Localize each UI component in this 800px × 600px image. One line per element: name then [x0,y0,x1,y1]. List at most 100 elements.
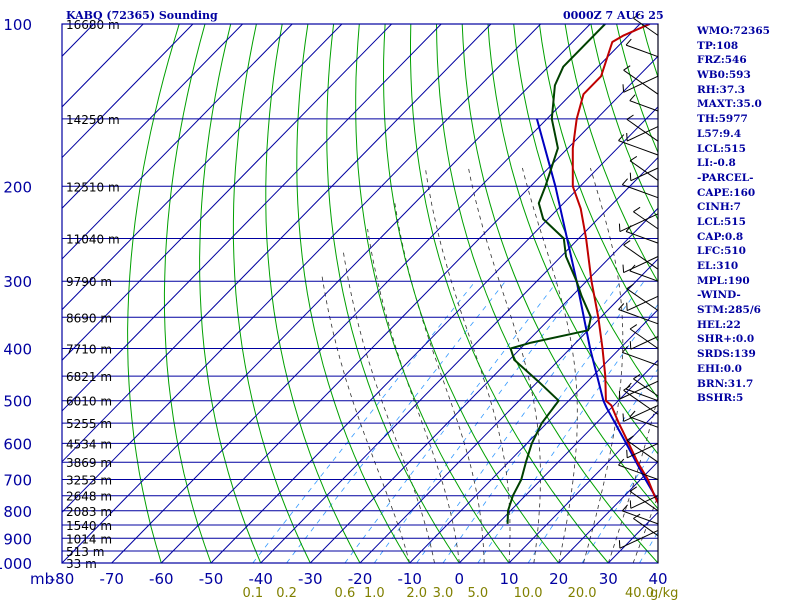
pressure-tick-label: 500 [3,393,32,411]
isotherm-line [260,156,658,563]
mixing-ratio-label: 5.0 [467,586,488,600]
temperature-tick-label: -60 [149,570,174,588]
wind-barb-shaft [629,270,659,282]
wind-barb-shaft [618,464,659,480]
wind-barb-flag [623,240,631,246]
mixing-ratio-label: 0.2 [276,586,297,600]
isotherm-line [160,55,658,563]
height-label: 2648 m [66,490,112,504]
pressure-tick-label: 900 [3,530,32,548]
height-label: 12510 m [66,180,120,194]
index-item: FRZ:546 [697,54,747,67]
wind-barb-flag [625,225,632,232]
isotherm-line [508,410,658,563]
wind-barb-flag [623,385,631,391]
wind-barb-shaft [622,351,659,366]
pressure-tick-label: 700 [3,472,32,490]
wind-barb-shaft [618,309,659,325]
wind-barb-flag [629,500,632,509]
wind-barb [629,324,659,349]
wind-barb-flag [626,114,634,120]
wind-barb-shaft [623,389,659,415]
pressure-tick-label: 1000 [0,555,32,573]
wind-barb-shaft [629,328,659,349]
wind-barb-flag [621,346,628,353]
wind-barb-shaft [623,69,659,95]
wind-barb [621,504,659,525]
indices-panel: WMO:72365 TP:108 FRZ:546 WB0:593 RH:37.3 MAXT… [697,24,800,406]
wind-barb [622,256,659,274]
mixing-ratio-label: 0.6 [335,586,356,600]
index-item: LI:-0.8 [697,157,736,170]
temperature-tick-label: -40 [248,570,273,588]
wind-barb [629,264,659,282]
isotherm-line [62,24,243,209]
wind-barb-flag [618,390,621,400]
wind-barb-shaft [625,231,659,244]
wind-barb [626,435,659,463]
dewpoint-trace [506,24,606,524]
dry-adiabat [487,24,658,455]
wind-barb-flag [621,504,628,512]
mixing-ratio-label: 3.0 [433,586,454,600]
isotherm-line [210,106,658,563]
wind-barb-shaft [623,404,659,422]
temperature-tick-label: -80 [50,570,75,588]
mixing-ratio-label: 1.0 [364,586,385,600]
wind-barb-flag [622,413,625,422]
index-item: LCL:515 [697,142,746,155]
dry-adiabat [232,24,311,563]
mixing-ratio-line [344,280,558,563]
wind-barb-flag [629,264,636,272]
wind-barb-shaft [630,336,659,350]
wind-barb [633,13,659,36]
wind-barb-shaft [625,388,659,402]
height-label: 1014 m [66,532,112,546]
temperature-tick-label: 10 [499,570,518,588]
wind-barb [618,213,659,233]
wind-barb-shaft [623,244,659,270]
mixing-ratio-label: 0.1 [242,586,263,600]
wind-barb-shaft [626,442,659,459]
wind-barb-shaft [629,100,659,112]
wind-barb-flag [618,223,621,232]
wind-barb [623,240,659,270]
height-label: 1540 m [66,519,112,533]
moist-adiabat [425,167,511,563]
pressure-tick-label: 600 [3,435,32,453]
index-item: SHR+:0.0 [697,333,755,346]
height-label: 5255 m [66,417,112,431]
mixing-ratio-label: 40.0 [625,586,654,600]
isotherm-line [359,258,658,563]
station-title: KABQ (72365) Sounding [66,9,218,22]
index-item: HEL:22 [697,318,741,331]
height-label: 11040 m [66,233,120,247]
dry-adiabat [564,24,658,283]
wind-barb-shaft [622,510,659,525]
wind-barb-flag [633,373,641,380]
parcel-trace [535,118,658,503]
index-item: LCL:515 [697,215,746,228]
height-label: 6010 m [66,395,112,409]
height-label: 4534 m [66,437,112,451]
wind-barb-shaft [626,118,659,142]
temperature-tick-label: 0 [455,570,465,588]
height-label: 513 m [66,545,104,559]
wind-barb-flag [622,264,625,273]
dry-adiabat [326,24,460,563]
wind-barb-flag [622,84,625,93]
height-label: 33 m [66,557,97,571]
wind-barb [629,336,659,350]
wind-barb [625,225,659,244]
height-label: 14250 m [66,113,120,127]
height-label: 16680 m [66,18,120,32]
wind-barb [626,283,659,311]
pressure-tick-label: 100 [3,16,32,34]
temperature-trace [571,24,658,505]
wind-barb-shaft [619,529,659,549]
wind-barb [633,513,659,537]
wind-barb-shaft [622,184,659,199]
wind-barb-flag [629,341,632,350]
wind-barb-shaft [629,416,659,428]
